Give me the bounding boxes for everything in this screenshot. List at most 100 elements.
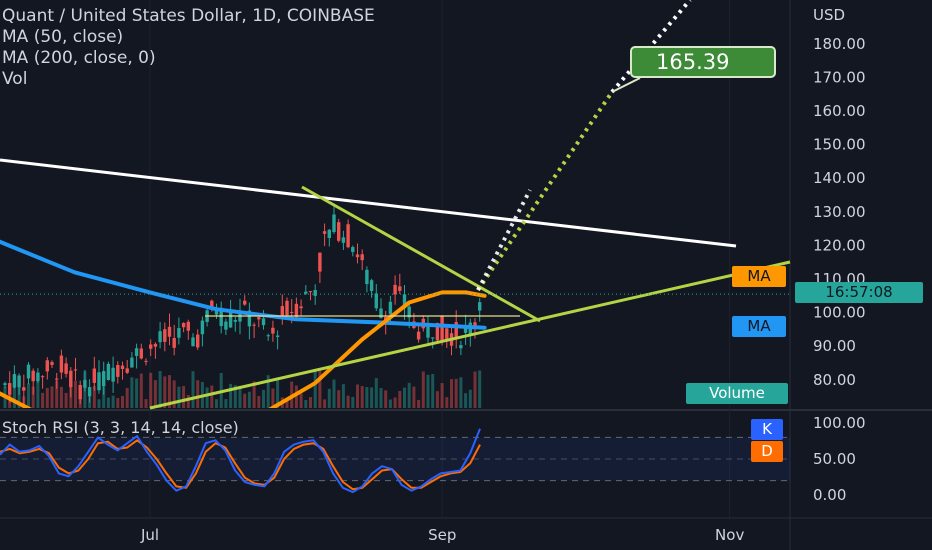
volume-bar <box>12 385 16 408</box>
candle-body <box>431 337 435 339</box>
candle-body <box>12 374 17 388</box>
volume-bar <box>41 392 45 408</box>
volume-bar <box>210 385 214 408</box>
volume-bar <box>440 383 444 408</box>
price-tick-label: 140.00 <box>813 169 866 187</box>
volume-bar <box>384 390 388 408</box>
candle-body <box>172 337 176 348</box>
rsi-tick-label: 50.00 <box>813 450 856 468</box>
volume-bar <box>144 399 148 408</box>
candle-body <box>116 365 120 377</box>
price-tick-label: 90.00 <box>813 337 856 355</box>
volume-bar <box>17 385 21 408</box>
target-box[interactable]: 165.39 <box>630 46 776 78</box>
volume-bar <box>360 386 364 408</box>
volume-bar <box>59 386 63 408</box>
candle-body <box>163 329 167 342</box>
volume-bar <box>196 380 200 408</box>
candle-body <box>280 306 284 319</box>
candle-body <box>393 284 397 295</box>
volume-bar <box>318 370 322 408</box>
candle-body <box>97 372 101 391</box>
volume-bar <box>299 393 303 408</box>
volume-bar <box>238 388 242 408</box>
candle-body <box>200 320 205 335</box>
volume-bar <box>445 397 449 408</box>
candle-body <box>294 303 299 317</box>
volume-bar <box>149 372 153 408</box>
candle-body <box>228 311 233 328</box>
projection-dotted-white-lower <box>476 189 532 291</box>
rsi-d-tag: D <box>751 441 783 462</box>
candle-body <box>257 317 261 320</box>
volume-bar <box>365 387 369 408</box>
candle-body <box>102 371 106 386</box>
volume-bar <box>247 391 251 408</box>
volume-tag: Volume <box>686 383 788 404</box>
rsi-title: Stoch RSI (3, 3, 14, 14, close) <box>2 418 239 437</box>
candle-body <box>17 375 21 388</box>
candle-body <box>31 370 35 382</box>
candle-body <box>308 291 313 293</box>
candle-body <box>120 365 125 369</box>
volume-bar <box>168 375 171 408</box>
candle-body <box>426 324 430 338</box>
candle-body <box>445 328 449 342</box>
volume-bar <box>478 370 482 408</box>
volume-bar <box>379 388 383 408</box>
volume-bar <box>55 380 59 408</box>
resistance-trendline <box>0 158 737 248</box>
volume-bar <box>92 385 96 408</box>
volume-bar <box>172 380 176 408</box>
wedge-trendline <box>301 185 541 323</box>
candle-body <box>196 334 200 348</box>
candle-body <box>181 322 186 328</box>
volume-bar <box>224 399 228 408</box>
candle-body <box>210 300 214 310</box>
volume-bar <box>191 371 195 408</box>
target-connector <box>611 77 641 93</box>
candle-body <box>69 370 73 388</box>
candle-body <box>407 306 411 318</box>
candle-body <box>440 315 444 343</box>
candle-body <box>332 214 336 232</box>
volume-bar <box>205 387 209 408</box>
candle-body <box>87 387 92 397</box>
candle-body <box>36 372 40 381</box>
ma200-legend: MA (200, close, 0) <box>2 48 156 68</box>
countdown-tag: 16:57:08 <box>795 282 923 303</box>
target-value: 165.39 <box>656 50 730 74</box>
price-tick-label: 120.00 <box>813 236 866 254</box>
volume-bar <box>370 387 374 408</box>
volume-bar <box>121 395 124 408</box>
candle-body <box>318 252 322 272</box>
volume-bar <box>163 376 167 408</box>
volume-bar <box>388 399 392 408</box>
volume-bar <box>266 375 270 408</box>
volume-bar <box>106 397 110 408</box>
candle-body <box>379 308 383 318</box>
volume-bar <box>337 390 341 408</box>
vol-legend: Vol <box>2 69 28 89</box>
price-tick-label: 160.00 <box>813 102 866 120</box>
volume-bar <box>229 383 233 408</box>
volume-bar <box>97 399 101 408</box>
volume-bar <box>153 380 157 408</box>
candle-body <box>158 331 162 343</box>
candle-body <box>261 318 266 326</box>
candle-body <box>355 254 360 258</box>
candle-body <box>313 290 317 296</box>
volume-bar <box>309 397 312 408</box>
volume-bar <box>294 385 298 408</box>
volume-bar <box>186 394 190 408</box>
candle-body <box>144 360 148 362</box>
volume-bar <box>454 378 458 408</box>
candle-body <box>78 384 82 400</box>
candle-body <box>463 327 468 333</box>
volume-bar <box>111 395 115 408</box>
volume-bar <box>125 387 129 408</box>
support-trendline <box>149 260 791 410</box>
volume-bar <box>31 386 35 408</box>
candle-body <box>388 301 393 315</box>
candle-body <box>59 355 64 373</box>
